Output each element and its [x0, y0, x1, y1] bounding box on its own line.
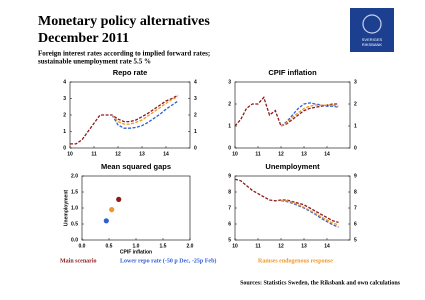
- y-tick-label: 3: [228, 79, 231, 85]
- y2-tick-label: 2: [194, 112, 197, 118]
- y-tick-label: 9: [228, 173, 231, 179]
- x-tick-label: 10: [232, 243, 238, 249]
- series-line: [280, 200, 339, 228]
- y2-tick-label: 0: [354, 145, 357, 151]
- y-tick-label: 1.5: [71, 189, 78, 195]
- y-tick-label: 3: [63, 96, 66, 102]
- x-tick-label: 0.5: [106, 243, 113, 249]
- panel-title: CPIF inflation: [268, 68, 317, 77]
- panel-title: Repo rate: [113, 68, 148, 77]
- x-tick-label: 10: [67, 151, 73, 157]
- y2-tick-label: 4: [194, 79, 197, 85]
- x-tick-label: 11: [255, 243, 261, 249]
- series-line: [111, 96, 179, 125]
- x-tick-label: 14: [324, 151, 330, 157]
- y-tick-label: 2: [228, 101, 231, 107]
- plot-frame: [69, 81, 191, 149]
- x-tick-label: 12: [278, 243, 284, 249]
- y-tick-label: 0: [63, 145, 66, 151]
- y-tick-label: 4: [63, 79, 66, 85]
- y-tick-label: 2: [63, 112, 66, 118]
- x-tick-label: 1.5: [160, 243, 167, 249]
- series-line: [280, 102, 339, 127]
- y-tick-label: 1.0: [71, 205, 78, 211]
- y2-tick-label: 3: [194, 96, 197, 102]
- y-tick-label: 6: [228, 221, 231, 227]
- x-tick-label: 13: [301, 151, 307, 157]
- panel-title: Unemployment: [265, 162, 320, 171]
- x-tick-label: 14: [324, 243, 330, 249]
- subtitle: Foreign interest rates according to impl…: [38, 50, 210, 58]
- y2-tick-label: 8: [354, 189, 357, 195]
- series-line: [280, 104, 339, 127]
- x-tick-label: 11: [91, 151, 97, 157]
- series-line: [281, 200, 339, 226]
- legend-entry: Lower repo rate (-50 p Dec, -25p Feb): [120, 257, 216, 264]
- x-tick-label: 13: [139, 151, 145, 157]
- plot-frame: [81, 175, 191, 241]
- scatter-point: [116, 196, 122, 202]
- x-tick-label: 1.0: [133, 243, 140, 249]
- series-line: [70, 94, 179, 145]
- legend-entry: Main scenario: [60, 258, 97, 264]
- x-tick-label: 14: [163, 151, 169, 157]
- y-axis-label: Unemployment: [63, 190, 69, 226]
- panel-title: Mean squared gaps: [101, 162, 171, 171]
- x-tick-label: 12: [115, 151, 121, 157]
- y2-tick-label: 5: [354, 237, 357, 243]
- y2-tick-label: 9: [354, 173, 357, 179]
- x-tick-label: 12: [278, 151, 284, 157]
- y-tick-label: 0.5: [71, 221, 78, 227]
- legend-entry: Ramses endogenous response: [258, 258, 333, 264]
- y2-tick-label: 3: [354, 79, 357, 85]
- y2-tick-label: 7: [354, 205, 357, 211]
- y-tick-label: 8: [228, 189, 231, 195]
- y-tick-label: 5: [228, 237, 231, 243]
- logo-text: RIKSBANK: [362, 42, 383, 47]
- plot-frame: [234, 81, 351, 149]
- x-axis-label: CPIF inflation: [120, 249, 152, 255]
- logo-emblem: [362, 14, 382, 34]
- x-tick-label: 2.0: [187, 243, 194, 249]
- x-tick-label: 0.0: [79, 243, 86, 249]
- y-tick-label: 1: [228, 123, 231, 129]
- y-tick-label: 2.0: [71, 173, 78, 179]
- x-tick-label: 11: [255, 151, 261, 157]
- scatter-point: [103, 218, 109, 224]
- x-tick-label: 10: [232, 151, 238, 157]
- y-tick-label: 0.0: [71, 237, 78, 243]
- y-tick-label: 7: [228, 205, 231, 211]
- series-line: [234, 178, 339, 224]
- y2-tick-label: 0: [194, 145, 197, 151]
- y2-tick-label: 2: [354, 101, 357, 107]
- y-tick-label: 0: [228, 145, 231, 151]
- series-line: [234, 96, 339, 127]
- title: December 2011: [38, 31, 129, 46]
- title: Monetary policy alternatives: [38, 14, 210, 29]
- x-tick-label: 13: [301, 243, 307, 249]
- y2-tick-label: 6: [354, 221, 357, 227]
- plot-frame: [234, 175, 351, 241]
- source: Sources: Statistics Sweden, the Riksbank…: [240, 280, 401, 286]
- y-tick-label: 1: [63, 129, 66, 135]
- scatter-point: [109, 207, 115, 213]
- y2-tick-label: 1: [194, 129, 197, 135]
- y2-tick-label: 1: [354, 123, 357, 129]
- subtitle: sustainable unemployment rate 5.5 %: [38, 58, 151, 66]
- logo-text: SVERIGES: [362, 37, 383, 42]
